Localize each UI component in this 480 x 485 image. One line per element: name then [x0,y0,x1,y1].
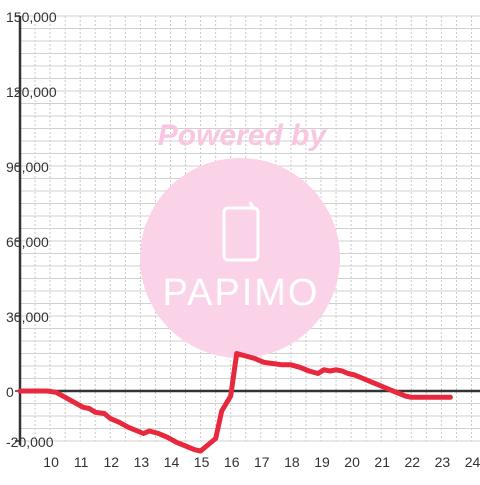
tick-labels: -20,000 0 30,000 60,000 90,000 120,000 150,000… [6,9,480,470]
x-tick-label: 15 [194,454,210,470]
x-tick-label: 21 [374,454,390,470]
series-line [17,351,453,454]
phone-icon [222,201,260,262]
axes [15,15,480,445]
y-tick-label: 150,000 [6,9,57,25]
y-tick-label: 30,000 [6,309,49,325]
x-tick-label: 16 [224,454,240,470]
x-tick-label: 23 [435,454,451,470]
y-tick-label: -20,000 [6,434,54,450]
x-tick-label: 22 [405,454,421,470]
y-tick-label: 60,000 [6,234,49,250]
x-tick-label: 10 [43,454,59,470]
watermark-powered-by-text: Powered by [158,119,328,152]
x-tick-label: 13 [134,454,150,470]
y-tick-label: 0 [6,384,14,400]
watermark-logo-text: PAPIMO [163,272,320,314]
y-tick-label: 90,000 [6,159,49,175]
watermark: Powered by PAPIMO [140,119,340,358]
x-tick-label: 24 [465,454,480,470]
series-layer [17,351,453,454]
x-tick-label: 14 [164,454,180,470]
y-tick-label: 120,000 [6,84,57,100]
x-tick-label: 18 [284,454,300,470]
x-tick-label: 20 [344,454,360,470]
x-tick-label: 19 [314,454,330,470]
x-tick-label: 17 [254,454,270,470]
watermark-circle [140,158,340,358]
x-tick-label: 12 [104,454,120,470]
x-tick-label: 11 [74,454,89,470]
